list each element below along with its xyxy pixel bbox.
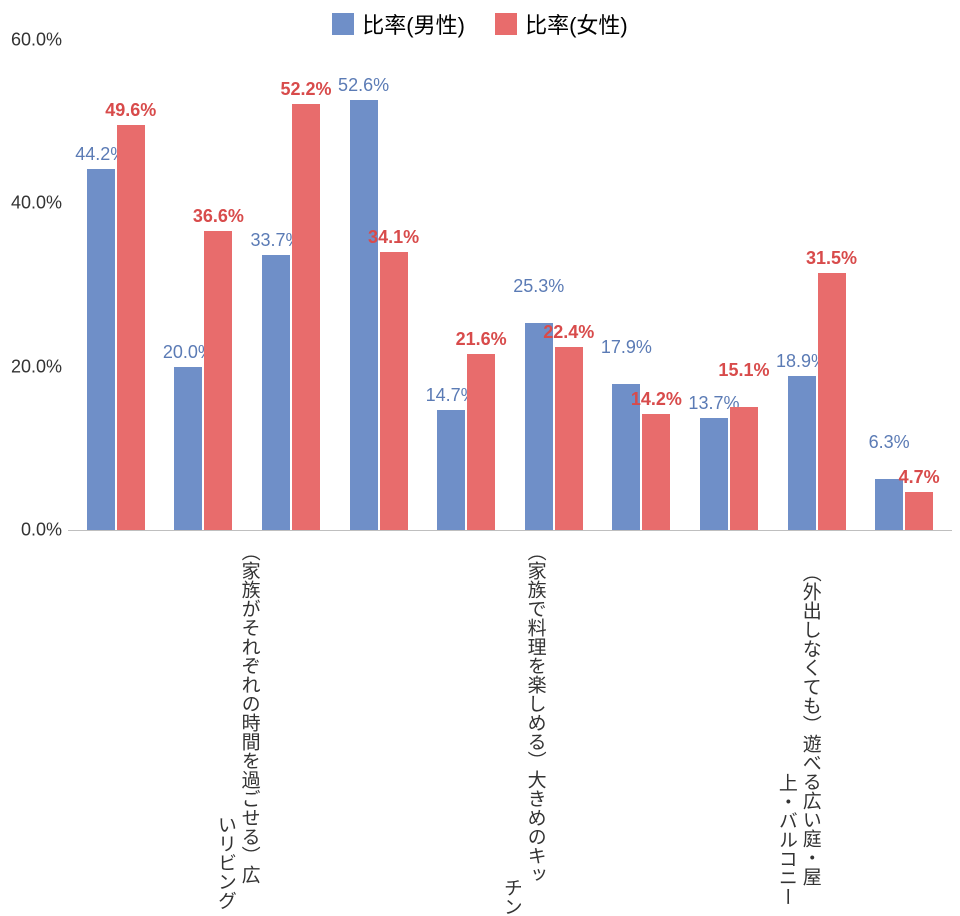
bar-female: 31.5%: [818, 273, 846, 530]
bar-group: 13.7%15.1%: [685, 40, 773, 530]
bar-female: 52.2%: [292, 104, 320, 530]
x-tick-label-line: いリビング: [214, 542, 236, 910]
x-tick-label-line: 上・バルコニー: [775, 542, 797, 906]
bar-female: 22.4%: [555, 347, 583, 530]
bar-female: 21.6%: [467, 354, 495, 530]
bar-label-female: 52.2%: [280, 79, 331, 100]
bar-male: 44.2%: [87, 169, 115, 530]
x-tick-label: 上・バルコニー（外出しなくても）遊べる広い庭・屋: [644, 542, 952, 916]
bar-label-female: 15.1%: [718, 360, 769, 381]
bar-group: 20.0%36.6%: [160, 40, 248, 530]
y-tick-label: 0.0%: [21, 520, 62, 541]
legend-label-female: 比率(女性): [525, 8, 628, 40]
bar-male: 52.6%: [350, 100, 378, 530]
bar-label-female: 21.6%: [456, 329, 507, 350]
bar-group: 17.9% 14.2%: [598, 40, 686, 530]
bar-male: 14.7%: [437, 410, 465, 530]
bar-label-male: 17.9%: [601, 337, 652, 358]
bar-male: 13.7%: [700, 418, 728, 530]
y-tick-label: 20.0%: [11, 356, 62, 377]
bar-group: 52.6%34.1%: [335, 40, 423, 530]
legend-swatch-male: [332, 13, 354, 35]
bar-label-male: 6.3%: [869, 432, 910, 453]
bar-male: 33.7%: [262, 255, 290, 530]
x-tick-label: チン（家族で料理を楽しめる）大きめのキッ: [402, 542, 644, 916]
bar-label-male: 52.6%: [338, 75, 389, 96]
bar-male: 25.3%: [525, 323, 553, 530]
bar-label-female: 49.6%: [105, 100, 156, 121]
bar-groups: 44.2%49.6%20.0%36.6%33.7%52.2%52.6%34.1%…: [72, 40, 948, 530]
bar-female: 15.1%: [730, 407, 758, 530]
bar-label-male: 25.3%: [513, 276, 564, 297]
chart-legend: 比率(男性) 比率(女性): [0, 8, 960, 41]
bar-female: 34.1%: [380, 252, 408, 530]
x-tick-label-line: （家族で料理を楽しめる）大きめのキッ: [524, 542, 546, 884]
gridline: [68, 530, 952, 531]
y-tick-label: 60.0%: [11, 30, 62, 51]
x-tick-label-line: チン: [500, 542, 522, 916]
bar-female: 36.6%: [204, 231, 232, 530]
bar-female: 49.6%: [117, 125, 145, 530]
x-tick-label: いリビング（家族がそれぞれの時間を過ごせる）広: [72, 542, 402, 916]
bar-label-female: 4.7%: [899, 467, 940, 488]
bar-group: 25.3%22.4%: [510, 40, 598, 530]
bar-group: 18.9%31.5%: [773, 40, 861, 530]
bar-group: 33.7%52.2%: [247, 40, 335, 530]
y-tick-label: 40.0%: [11, 193, 62, 214]
bar-label-female: 14.2%: [631, 389, 682, 410]
bar-label-female: 31.5%: [806, 248, 857, 269]
x-tick-label-line: （家族がそれぞれの時間を過ごせる）広: [238, 542, 260, 884]
legend-label-male: 比率(男性): [362, 8, 465, 40]
x-tick-label: （書斎など）や間仕切りされたスペース（在宅勤務のための）自分専用の個室: [952, 542, 960, 916]
bar-chart: 比率(男性) 比率(女性) 0.0%20.0%40.0%60.0% 44.2%4…: [0, 0, 960, 907]
bar-label-female: 34.1%: [368, 227, 419, 248]
legend-item-male: 比率(男性): [332, 8, 465, 40]
bar-male: 18.9%: [788, 376, 816, 530]
bar-label-female: 36.6%: [193, 206, 244, 227]
bar-male: 20.0%: [174, 367, 202, 530]
bar-group: 14.7%21.6%: [422, 40, 510, 530]
bar-female: 4.7%: [905, 492, 933, 530]
legend-swatch-female: [495, 13, 517, 35]
bar-label-female: 22.4%: [543, 322, 594, 343]
legend-item-female: 比率(女性): [495, 8, 628, 40]
bar-group: 6.3% 4.7%: [860, 40, 948, 530]
bar-group: 44.2%49.6%: [72, 40, 160, 530]
x-tick-label-line: （外出しなくても）遊べる広い庭・屋: [799, 542, 821, 886]
x-axis-labels: いリビング（家族がそれぞれの時間を過ごせる）広チン（家族で料理を楽しめる）大きめ…: [72, 542, 948, 916]
bar-female: 14.2%: [642, 414, 670, 530]
